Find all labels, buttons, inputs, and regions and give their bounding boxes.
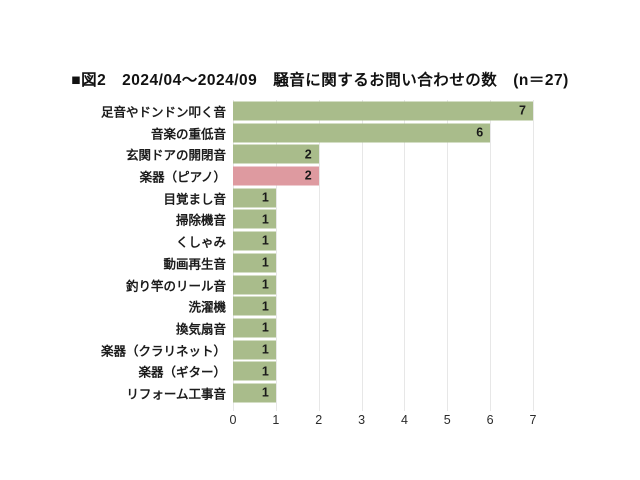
bar: 1	[233, 361, 276, 381]
bar-row: 楽器（ギター） 1	[138, 361, 533, 383]
category-label: くしゃみ	[175, 235, 226, 250]
bar-row: くしゃみ 1	[176, 230, 533, 252]
bar-row: 目覚まし音 1	[163, 187, 533, 209]
bar: 1	[233, 188, 276, 208]
bar-row: 玄関ドアの開閉音 2	[126, 143, 533, 165]
x-tick-label: 7	[529, 413, 537, 427]
plot-area: 足音やドンドン叩く音 7 音楽の重低音 6 玄関ドアの開閉音 2 楽器（ピアノ） 2 目覚まし音…	[101, 100, 536, 427]
bar: 1	[233, 209, 276, 229]
bar-rows: 足音やドンドン叩く音 7 音楽の重低音 6 玄関ドアの開閉音 2 楽器（ピアノ） 2 目覚まし音…	[101, 100, 533, 404]
bar: 1	[233, 296, 276, 316]
bar: 2	[233, 144, 319, 164]
bar-row: 足音やドンドン叩く音 7	[101, 100, 533, 122]
value-label: 1	[261, 299, 269, 314]
category-label: 楽器（ピアノ）	[139, 170, 226, 185]
bar-row: 楽器（クラリネット） 1	[101, 339, 533, 361]
category-label: 掃除機音	[175, 213, 226, 228]
bar: 7	[233, 101, 533, 121]
x-tick-label: 4	[400, 413, 408, 427]
bar: 1	[233, 318, 276, 338]
category-label: 楽器（ギター）	[138, 365, 226, 380]
x-tick-label: 6	[486, 413, 494, 427]
bar-row: 楽器（ピアノ） 2	[140, 165, 533, 187]
x-tick-label: 2	[315, 413, 323, 427]
value-label: 1	[261, 385, 269, 400]
category-label: 楽器（クラリネット）	[100, 344, 226, 359]
bar: 1	[233, 253, 276, 273]
bar-row: 音楽の重低音 6	[151, 122, 533, 144]
value-label: 1	[261, 320, 269, 335]
category-label: 動画再生音	[163, 257, 226, 272]
bar: 1	[233, 383, 276, 403]
bar-row: 釣り竿のリール音 1	[126, 274, 533, 296]
category-label: 足音やドンドン叩く音	[100, 105, 226, 120]
value-label: 6	[476, 125, 484, 140]
bar: 1	[233, 275, 276, 295]
value-label: 1	[261, 255, 269, 270]
x-tick-label: 0	[229, 413, 237, 427]
bar: 6	[233, 123, 491, 143]
bar-row: 掃除機音 1	[176, 209, 533, 231]
value-label: 1	[261, 342, 269, 357]
gridline	[533, 100, 534, 411]
x-tick-label: 3	[358, 413, 366, 427]
category-label: 洗濯機	[188, 300, 226, 315]
category-label: 換気扇音	[175, 322, 226, 337]
bar: 2	[233, 166, 319, 186]
value-label: 2	[304, 147, 312, 162]
value-label: 2	[304, 168, 312, 183]
category-label: 目覚まし音	[163, 192, 226, 207]
bar-row: 動画再生音 1	[163, 252, 533, 274]
value-label: 1	[261, 364, 269, 379]
category-label: 玄関ドアの開閉音	[125, 148, 226, 163]
value-label: 1	[261, 190, 269, 205]
value-label: 7	[519, 103, 526, 118]
bar-row: 換気扇音 1	[176, 317, 533, 339]
value-label: 1	[261, 233, 269, 248]
x-tick-label: 5	[443, 413, 451, 427]
value-label: 1	[261, 277, 269, 292]
category-label: 音楽の重低音	[150, 127, 226, 142]
value-label: 1	[261, 212, 269, 227]
bar: 1	[233, 340, 276, 360]
category-label: リフォーム工事音	[126, 387, 226, 402]
chart-title: ■図2 2024/04～2024/09 騒音に関するお問い合わせの数 (n＝27…	[71, 72, 569, 89]
x-tick-label: 1	[272, 413, 280, 427]
bar: 1	[233, 231, 276, 251]
bar-row: 洗濯機 1	[188, 295, 533, 317]
x-axis: 0 1 2 3 4 5 6 7	[230, 413, 537, 429]
category-label: 釣り竿のリール音	[125, 279, 226, 294]
bar-row: リフォーム工事音 1	[126, 382, 533, 404]
